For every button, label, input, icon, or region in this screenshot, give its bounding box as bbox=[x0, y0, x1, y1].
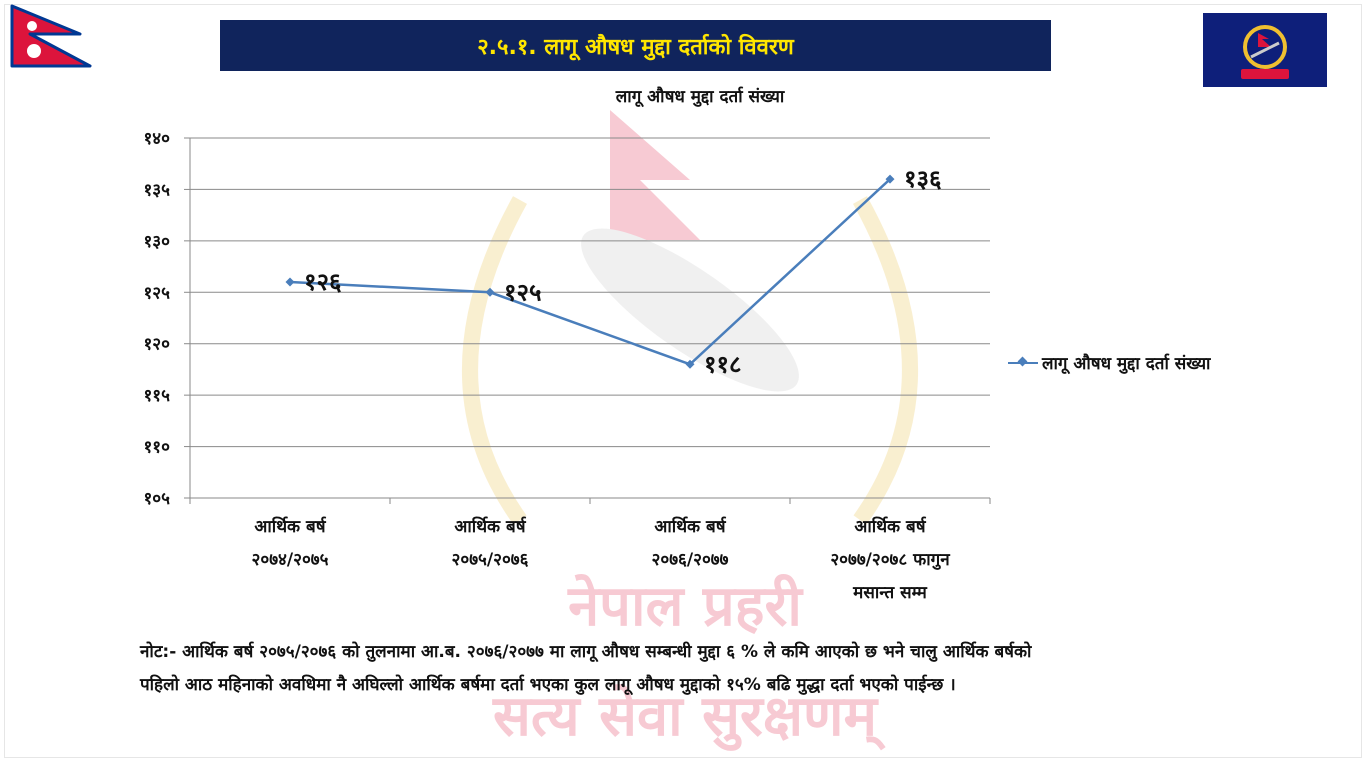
data-point bbox=[485, 287, 495, 297]
y-tick-label: १४० bbox=[143, 129, 170, 149]
y-tick-label: १२५ bbox=[143, 283, 170, 303]
chart-legend: लागू औषध मुद्दा दर्ता संख्या bbox=[1008, 351, 1210, 374]
y-tick-label: १२० bbox=[143, 335, 170, 355]
y-tick-label: १०५ bbox=[143, 489, 170, 509]
y-tick-label: १३० bbox=[143, 232, 170, 252]
data-point bbox=[285, 277, 295, 287]
x-tick-label: आर्थिक बर्ष २०७४/२०७५ bbox=[252, 516, 329, 570]
note-line-1: नोट:- आर्थिक बर्ष २०७५/२०७६ को तुलनामा आ… bbox=[140, 642, 1032, 662]
x-tick-label: आर्थिक बर्ष २०७५/२०७६ bbox=[452, 516, 529, 570]
chart-title: लागू औषध मुद्दा दर्ता संख्या bbox=[615, 87, 785, 107]
legend-label: लागू औषध मुद्दा दर्ता संख्या bbox=[1042, 354, 1211, 374]
slide-frame bbox=[4, 4, 1362, 758]
page-title: २.५.१. लागू औषध मुद्दा दर्ताको विवरण bbox=[477, 34, 794, 60]
series-line bbox=[289, 178, 891, 366]
data-label: १३६ bbox=[904, 165, 941, 193]
data-point bbox=[885, 174, 895, 184]
data-label: १२५ bbox=[504, 278, 541, 306]
y-tick-label: ११० bbox=[143, 438, 170, 458]
data-label: ११८ bbox=[704, 350, 741, 378]
x-tick-label: आर्थिक बर्ष २०७६/२०७७ bbox=[652, 516, 729, 570]
legend-line-marker-icon bbox=[1008, 356, 1038, 366]
x-tick-label: आर्थिक बर्ष २०७७/२०७८ फागुन मसान्त सम्म bbox=[830, 516, 950, 603]
note-line-2: पहिलो आठ महिनाको अवधिमा नै अघिल्लो आर्थि… bbox=[140, 675, 956, 695]
data-point bbox=[685, 359, 695, 369]
data-label: १२६ bbox=[304, 268, 341, 296]
nepal-police-logo-icon bbox=[1203, 13, 1327, 87]
note-text: नोट:- आर्थिक बर्ष २०७५/२०७६ को तुलनामा आ… bbox=[140, 636, 1330, 702]
page-title-bar: २.५.१. लागू औषध मुद्दा दर्ताको विवरण bbox=[220, 20, 1051, 71]
y-tick-label: ११५ bbox=[143, 386, 170, 406]
nepal-flag-icon bbox=[10, 4, 92, 68]
y-tick-label: १३५ bbox=[143, 180, 170, 200]
